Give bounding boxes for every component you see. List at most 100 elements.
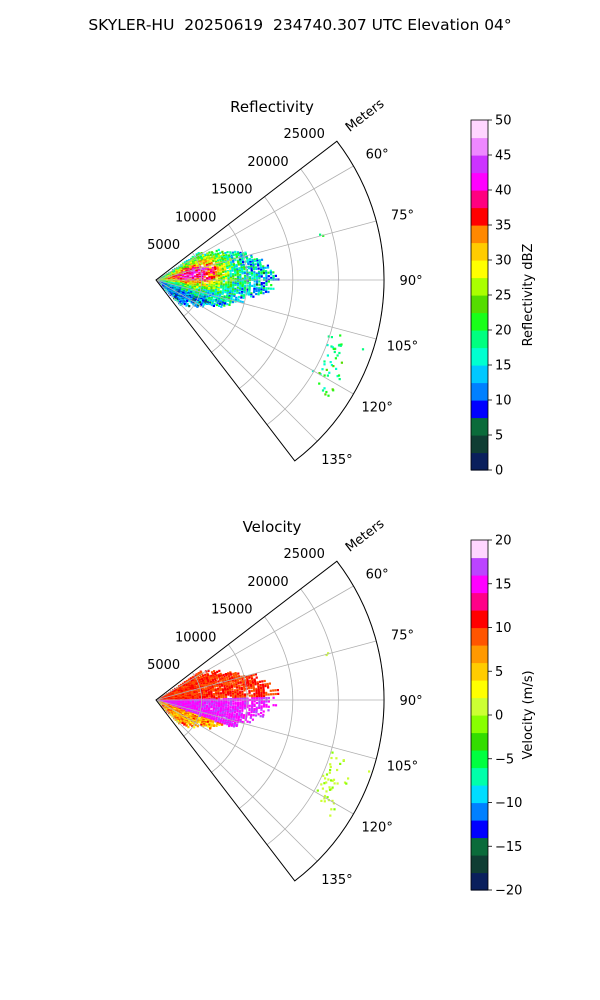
azimuth-spoke xyxy=(155,699,318,862)
echo-gate xyxy=(222,693,225,697)
echo-gate xyxy=(238,686,241,689)
echo-gate xyxy=(239,696,242,699)
echo-gate xyxy=(218,266,222,269)
colorbar-tick-minus10: −10 xyxy=(495,796,522,811)
echo-gate xyxy=(328,371,331,374)
azimuth-tick-120: 120° xyxy=(362,821,393,836)
velocity-echoes xyxy=(157,652,371,817)
echo-gate xyxy=(229,697,232,701)
echo-gate xyxy=(179,706,182,709)
echo-gate xyxy=(203,273,206,276)
echo-gate xyxy=(262,713,265,716)
echo-gate xyxy=(244,284,247,287)
echo-gate xyxy=(228,714,231,717)
echo-gate xyxy=(236,289,239,292)
echo-gate xyxy=(235,673,238,676)
echo-gate xyxy=(211,295,214,298)
echo-gate xyxy=(217,692,220,695)
echo-gate xyxy=(235,675,238,678)
echo-gate xyxy=(330,779,333,782)
echo-gate xyxy=(250,707,254,710)
echo-gate xyxy=(217,710,220,714)
colorbar-bin xyxy=(471,137,488,156)
echo-gate xyxy=(249,259,252,262)
echo-gate xyxy=(259,264,262,267)
echo-gate xyxy=(208,286,211,289)
echo-gate xyxy=(239,702,242,706)
echo-gate xyxy=(242,296,245,299)
echo-gate xyxy=(228,264,231,267)
echo-gate xyxy=(229,691,232,694)
range-tick-10000: 10000 xyxy=(175,210,216,225)
echo-gate xyxy=(210,676,213,679)
echo-gate xyxy=(238,257,241,260)
echo-gate xyxy=(260,275,263,278)
echo-gate xyxy=(251,695,254,698)
echo-gate xyxy=(232,283,235,287)
echo-gate xyxy=(322,234,325,237)
echo-gate xyxy=(233,715,236,718)
echo-gate xyxy=(234,695,237,698)
echo-gate xyxy=(236,688,239,692)
echo-gate xyxy=(253,260,257,263)
echo-gate xyxy=(361,348,365,351)
echo-gate xyxy=(250,713,253,716)
echo-gate xyxy=(190,295,194,299)
colorbar-tick-25: 25 xyxy=(495,289,512,304)
echo-gate xyxy=(248,687,251,690)
colorbar-bin xyxy=(471,627,488,646)
echo-gate xyxy=(253,695,256,698)
echo-gate xyxy=(203,706,206,709)
echo-gate xyxy=(237,680,240,683)
echo-gate xyxy=(201,294,204,297)
echo-gate xyxy=(243,693,247,696)
echo-gate xyxy=(232,274,235,277)
echo-gate xyxy=(226,676,229,679)
echo-gate xyxy=(248,676,251,679)
echo-gate xyxy=(196,305,199,308)
echo-gate xyxy=(331,388,334,391)
reflectivity-panel: Reflectivity Meters 5000 10000 15000 200… xyxy=(147,96,536,478)
echo-gate xyxy=(272,689,275,692)
echo-gate xyxy=(233,685,236,688)
echo-gate xyxy=(196,706,199,709)
range-ring xyxy=(239,196,294,389)
echo-gate xyxy=(203,699,206,702)
echo-gate xyxy=(224,678,227,681)
echo-gate xyxy=(240,295,243,298)
echo-gate xyxy=(228,267,231,270)
echo-gate xyxy=(234,280,237,283)
echo-gate xyxy=(216,712,219,715)
echo-gate xyxy=(262,268,265,271)
echo-gate xyxy=(235,263,238,267)
echo-gate xyxy=(252,674,255,677)
colorbar-label-velocity: Velocity (m/s) xyxy=(521,670,536,759)
echo-gate xyxy=(330,788,333,791)
colorbar-bin xyxy=(471,767,488,786)
echo-gate xyxy=(253,272,256,275)
echo-gate xyxy=(229,269,232,272)
colorbar-bin xyxy=(471,242,488,261)
echo-gate xyxy=(200,711,203,714)
echo-gate xyxy=(261,680,264,683)
echo-gate xyxy=(345,782,348,785)
echo-gate xyxy=(337,344,341,347)
echo-gate xyxy=(207,725,210,728)
echo-gate xyxy=(241,287,244,290)
echo-gate xyxy=(206,702,209,705)
echo-gate xyxy=(186,299,189,302)
echo-gate xyxy=(234,277,237,280)
echo-gate xyxy=(250,256,253,259)
echo-gate xyxy=(230,714,233,717)
echo-gate xyxy=(234,288,237,292)
echo-gate xyxy=(229,721,232,724)
echo-gate xyxy=(201,274,204,277)
echo-gate xyxy=(229,287,232,290)
echo-gate xyxy=(219,269,222,272)
echo-gate xyxy=(234,701,237,704)
echo-gate xyxy=(203,692,206,695)
echo-gate xyxy=(257,689,260,692)
echo-gate xyxy=(254,673,257,676)
echo-gate xyxy=(192,297,195,300)
echo-gate xyxy=(201,281,204,284)
